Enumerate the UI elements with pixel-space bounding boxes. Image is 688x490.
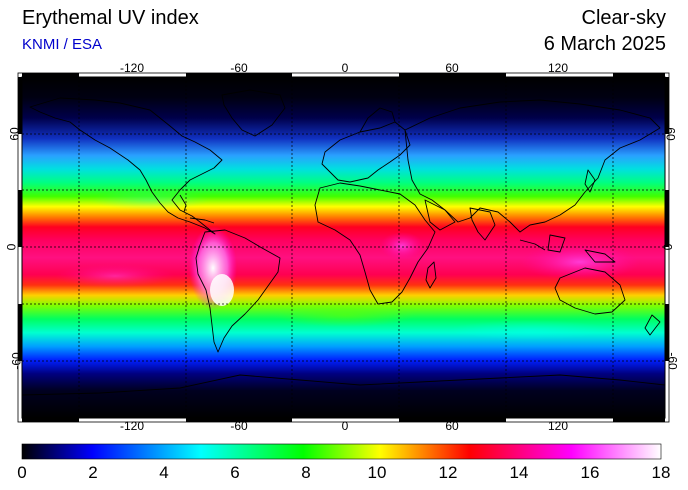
lon-tick-bottom: -120 [119, 419, 145, 433]
lon-tick-top: -120 [119, 61, 145, 75]
lon-tick-bottom: 120 [547, 419, 569, 433]
coast-india [469, 207, 496, 241]
colorbar-label: 8 [301, 463, 311, 482]
colorbar-label: 18 [651, 463, 671, 482]
colorbar-label: 10 [367, 463, 387, 482]
lat-tick-left: 0 [4, 243, 19, 251]
coast-scandinavia [359, 107, 396, 133]
colorbar-label: 14 [509, 463, 529, 482]
map-frame [17, 72, 670, 423]
coast-indonesia [519, 239, 546, 251]
uv-field [22, 77, 665, 418]
lon-tick-bottom: -60 [230, 419, 248, 433]
coast-cuba [189, 217, 215, 224]
coast-africa [314, 182, 436, 305]
lat-tick-left: -60 [9, 352, 24, 370]
lon-tick-top: -60 [230, 61, 248, 75]
coast-borneo [547, 234, 566, 253]
coast-japan [584, 169, 596, 193]
coast-arabia [424, 199, 456, 231]
coast-asia [404, 99, 661, 233]
graticule [22, 77, 665, 418]
colorbar-label: 16 [580, 463, 600, 482]
coast-europe [321, 121, 411, 183]
colorbar-label: 4 [159, 463, 169, 482]
lon-tick-bottom: 60 [445, 419, 459, 433]
coast-australia [554, 267, 626, 315]
lat-tick-right: 60 [663, 127, 678, 141]
lat-tick-left: 60 [7, 127, 22, 141]
coast-antarctica [22, 374, 665, 396]
map-date: 6 March 2025 [543, 33, 666, 55]
lon-tick-top: 60 [445, 61, 459, 75]
data-source-label: KNMI / ESA [22, 36, 103, 53]
coast-new-zealand [644, 314, 661, 336]
coast-greenland [221, 89, 286, 137]
lon-tick-bottom: 0 [341, 419, 349, 433]
colorbar-label: 0 [17, 463, 27, 482]
colorbar-label: 12 [438, 463, 458, 482]
lon-tick-top: 0 [341, 61, 349, 75]
colorbar-label: 6 [230, 463, 240, 482]
coast-new-guinea [584, 249, 616, 263]
lat-tick-right: -60 [665, 352, 680, 370]
lon-tick-top: 120 [547, 61, 569, 75]
coast-south-america [195, 229, 281, 353]
lat-tick-right: 0 [660, 243, 675, 251]
sky-condition-label: Clear-sky [581, 7, 666, 29]
coast-madagascar [425, 261, 437, 289]
colorbar-label: 2 [88, 463, 98, 482]
colorbar [21, 443, 662, 460]
map-title: Erythemal UV index [22, 7, 199, 29]
